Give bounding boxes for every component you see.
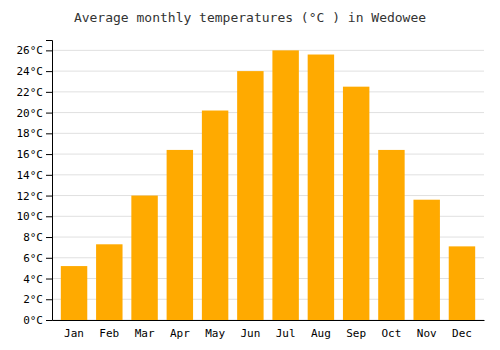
bar: [167, 150, 193, 320]
y-tick-label: 18°C: [17, 127, 44, 140]
bar: [131, 196, 157, 320]
y-tick-mark: [46, 299, 52, 300]
y-tick-mark: [46, 258, 52, 259]
y-tick-mark: [46, 175, 52, 176]
y-tick: 26°C: [17, 44, 53, 57]
bar: [378, 150, 404, 320]
y-tick: 12°C: [17, 190, 53, 203]
y-tick-label: 6°C: [23, 252, 43, 265]
x-tick: Oct: [381, 327, 401, 340]
x-tick-label: Dec: [452, 327, 472, 340]
y-tick: 8°C: [23, 231, 52, 244]
y-tick-mark: [46, 279, 52, 280]
y-tick: 20°C: [17, 107, 53, 120]
y-tick-mark: [46, 92, 52, 93]
x-tick: Jul: [276, 327, 296, 340]
x-tick-label: Nov: [417, 327, 437, 340]
chart-svg: Average monthly temperatures (°C ) in We…: [0, 0, 500, 350]
bar: [61, 266, 87, 320]
x-tick: Nov: [417, 327, 437, 340]
y-axis: 0°C 2°C 4°C 6°C 8°C 10°C 12°C 14°C 16°C 18°C 20°C 2…: [17, 41, 53, 328]
bar: [237, 71, 263, 320]
x-tick: Jun: [240, 327, 260, 340]
plot-area: 0°C 2°C 4°C 6°C 8°C 10°C 12°C 14°C 16°C 18°C 20°C 2…: [17, 41, 485, 340]
y-tick: 14°C: [17, 169, 53, 182]
y-tick-mark: [46, 71, 52, 72]
x-tick-label: Jan: [64, 327, 84, 340]
y-tick-mark: [46, 113, 52, 114]
y-tick-label: 10°C: [17, 210, 44, 223]
y-tick-label: 8°C: [23, 231, 43, 244]
grid-line: [52, 112, 484, 113]
y-tick-label: 16°C: [17, 148, 44, 161]
y-tick: 16°C: [17, 148, 53, 161]
y-tick: 24°C: [17, 65, 53, 78]
x-tick-label: Jun: [240, 327, 260, 340]
y-tick-label: 24°C: [17, 65, 44, 78]
bar: [449, 246, 475, 320]
x-tick: Mar: [135, 327, 155, 340]
chart-title: Average monthly temperatures (°C ) in We…: [74, 10, 426, 25]
x-tick-label: Sep: [346, 327, 366, 340]
x-tick: Jan: [64, 327, 84, 340]
x-tick-label: Oct: [381, 327, 401, 340]
y-tick: 2°C: [23, 293, 52, 306]
grid-line: [52, 133, 484, 134]
bars: [61, 50, 475, 320]
y-tick: 22°C: [17, 86, 53, 99]
grid-line: [52, 71, 484, 72]
bar: [202, 111, 228, 320]
y-tick-mark: [46, 196, 52, 197]
x-tick: Dec: [452, 327, 472, 340]
y-tick-label: 20°C: [17, 107, 44, 120]
chart-container: Average monthly temperatures (°C ) in We…: [0, 0, 500, 350]
bar: [413, 200, 439, 320]
x-tick: Apr: [170, 327, 190, 340]
bar: [308, 55, 334, 320]
bar: [272, 50, 298, 320]
x-tick: Sep: [346, 327, 366, 340]
x-tick-label: Feb: [99, 327, 119, 340]
x-tick-label: Mar: [135, 327, 155, 340]
y-tick: 6°C: [23, 252, 52, 265]
y-tick-label: 0°C: [23, 314, 43, 327]
y-tick-label: 14°C: [17, 169, 44, 182]
y-tick: 18°C: [17, 127, 53, 140]
y-tick-mark: [46, 50, 52, 51]
y-tick-label: 22°C: [17, 86, 44, 99]
grid: [52, 50, 484, 320]
y-tick-mark: [46, 133, 52, 134]
x-tick-label: Aug: [311, 327, 331, 340]
y-axis-line: [46, 41, 53, 321]
y-tick-label: 4°C: [23, 273, 43, 286]
grid-line: [52, 50, 484, 51]
x-axis: Jan Feb Mar Apr May Jun Jul Aug Sep Oct Nov Dec: [53, 321, 485, 340]
x-tick-label: May: [205, 327, 225, 340]
y-tick-mark: [46, 237, 52, 238]
y-tick-label: 12°C: [17, 190, 44, 203]
y-tick-label: 2°C: [23, 293, 43, 306]
bar: [343, 87, 369, 320]
y-tick-mark: [46, 320, 52, 321]
x-tick: Feb: [99, 327, 119, 340]
y-tick-mark: [46, 154, 52, 155]
grid-line: [52, 91, 484, 92]
x-tick: May: [205, 327, 225, 340]
y-tick-label: 26°C: [17, 44, 44, 57]
grid-line: [52, 174, 484, 175]
grid-line: [52, 154, 484, 155]
y-tick: 4°C: [23, 273, 52, 286]
x-tick: Aug: [311, 327, 331, 340]
y-tick: 0°C: [23, 314, 52, 327]
bar: [96, 244, 122, 320]
x-tick-label: Jul: [276, 327, 296, 340]
grid-line: [52, 195, 484, 196]
x-tick-label: Apr: [170, 327, 190, 340]
x-axis-line: [53, 320, 485, 321]
y-tick-mark: [46, 216, 52, 217]
y-tick: 10°C: [17, 210, 53, 223]
